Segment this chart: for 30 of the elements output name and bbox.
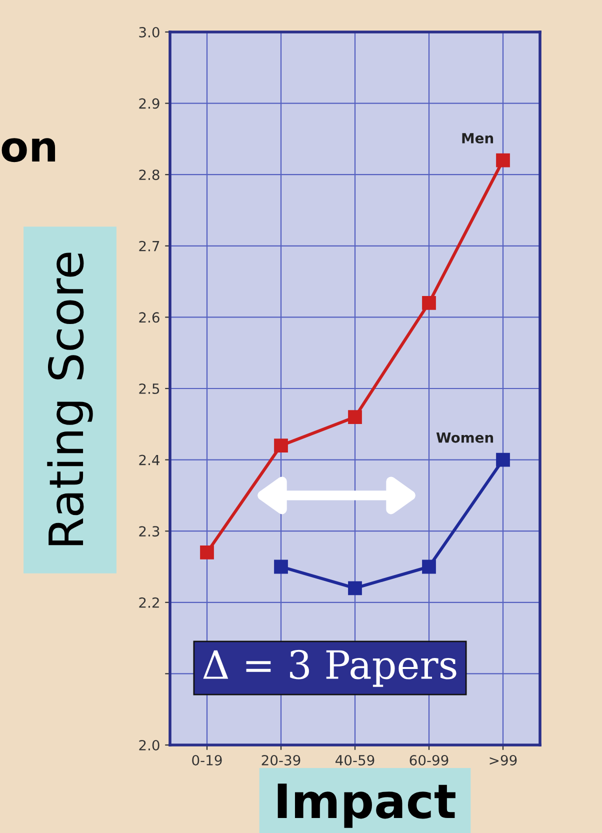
y-tick-label: 3.0 (139, 26, 160, 38)
y-tick-label: 2.5 (139, 383, 160, 394)
x-tick-label: 40-59 (336, 754, 374, 766)
point (348, 581, 362, 596)
y-tick-label: 2.4 (139, 454, 160, 466)
y-tick-label: 2.8 (139, 170, 160, 180)
y-tick-label: 2.3 (139, 526, 160, 537)
point (274, 560, 288, 574)
x-tick-label: >99 (490, 754, 517, 766)
series-label: Women (436, 432, 494, 443)
point (422, 560, 436, 574)
y-tick-label: 2.6 (139, 312, 160, 323)
y-axis-title: Rating Score (47, 252, 93, 546)
point (348, 410, 362, 424)
point (200, 546, 214, 560)
point (496, 452, 510, 467)
y-tick-label: 2.0 (139, 740, 160, 750)
series-label: Men (462, 133, 494, 144)
y-tick-label: 2.7 (139, 240, 160, 252)
annotation: Δ = 3 Papers (203, 650, 456, 687)
x-tick-label: 20-39 (262, 754, 300, 766)
x-axis-title: Impact (278, 784, 456, 828)
point (422, 296, 436, 310)
y-tick-label: 2.2 (139, 597, 159, 608)
x-tick-label: 60-99 (410, 754, 448, 766)
y-tick-label: 2.9 (139, 98, 160, 109)
x-tick-label: 0-19 (192, 754, 222, 766)
text: on (2, 138, 56, 162)
point (496, 153, 510, 168)
point (274, 438, 288, 452)
